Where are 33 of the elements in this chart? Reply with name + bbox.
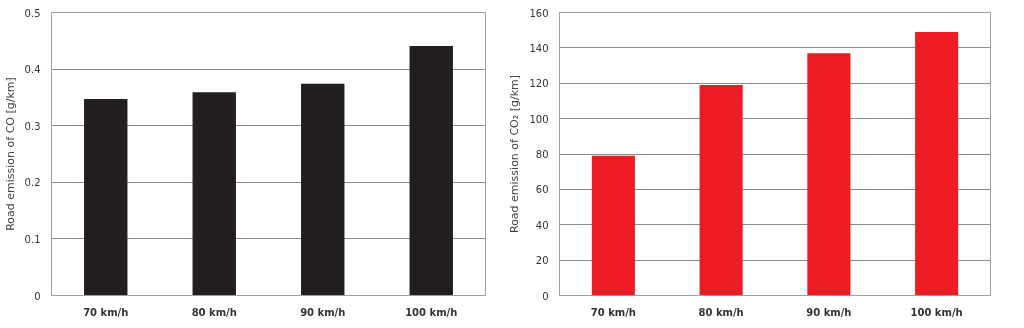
y-tick-label: 0	[34, 290, 41, 302]
y-axis-title: Road emission of CO₂ [g/km]	[508, 74, 522, 234]
y-tick-label: 60	[535, 184, 549, 196]
y-tick-label: 120	[529, 78, 549, 90]
y-tick-label: 20	[535, 255, 549, 267]
bar	[699, 85, 743, 296]
x-tick-label: 70 km/h	[83, 306, 129, 318]
y-tick-label: 140	[529, 42, 549, 54]
bar	[915, 31, 959, 296]
y-tick-label: 160	[529, 7, 549, 19]
bar	[192, 92, 236, 296]
bar	[807, 53, 851, 296]
y-tick-label: 0.1	[24, 233, 41, 245]
y-tick-label: 80	[535, 149, 549, 160]
bar	[84, 99, 128, 296]
y-tick-label: 0.5	[24, 7, 41, 19]
y-tick-label: 0.3	[24, 120, 41, 132]
x-tick-label: 80 km/h	[698, 306, 744, 318]
x-tick-label: 80 km/h	[191, 306, 237, 318]
y-tick-label: 0	[542, 290, 549, 302]
bar	[591, 155, 635, 296]
y-tick-label: 40	[535, 219, 549, 231]
bar	[301, 83, 345, 296]
y-tick-label: 100	[529, 113, 549, 125]
x-tick-label: 90 km/h	[300, 306, 346, 318]
bar	[409, 45, 453, 296]
x-tick-label: 100 km/h	[405, 306, 458, 318]
y-axis-title: Road emission of CO [g/km]	[3, 77, 17, 231]
x-tick-label: 100 km/h	[910, 306, 963, 318]
y-tick-label: 0.4	[24, 64, 41, 76]
x-tick-label: 70 km/h	[590, 306, 637, 318]
y-tick-label: 0.2	[24, 177, 41, 189]
x-tick-label: 90 km/h	[806, 306, 852, 318]
